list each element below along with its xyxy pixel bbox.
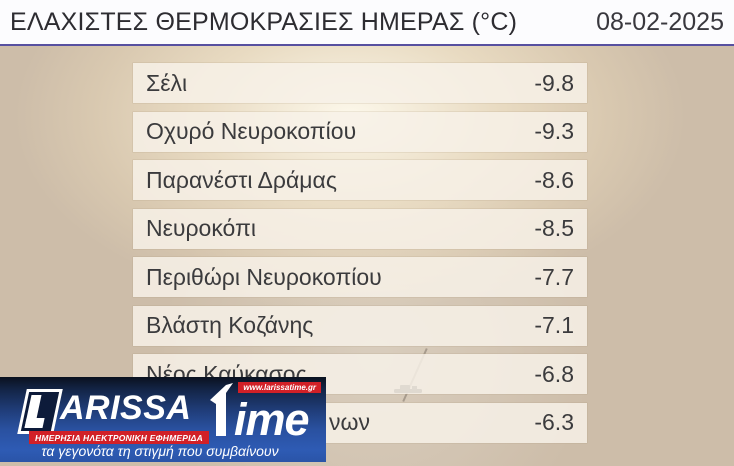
station-name: Βλάστη Κοζάνης	[146, 312, 314, 338]
station-name: Οχυρό Νευροκοπίου	[146, 118, 357, 144]
temperature-value: -8.5	[534, 215, 574, 241]
logo-tagline: τα γεγονότα τη στιγμή που συμβαίνουν	[41, 443, 279, 459]
table-row: Οχυρό Νευροκοπίου -9.3	[133, 111, 587, 152]
table-row: Σέλι -9.8	[133, 63, 587, 103]
logo-subtitle: ΗΜΕΡΗΣΙΑ ΗΛΕΚΤΡΟΝΙΚΗ ΕΦΗΜΕΡΙΔΑ	[29, 431, 209, 444]
website-badge: www.larissatime.gr	[238, 382, 321, 393]
station-name-fragment: νων	[329, 409, 370, 435]
temperature-value: -6.3	[534, 409, 574, 435]
table-row: Βλάστη Κοζάνης -7.1	[133, 305, 587, 346]
brand-time-tail: ime	[234, 393, 310, 445]
header-bar: ΕΛΑΧΙΣΤΕΣ ΘΕΡΜΟΚΡΑΣΙΕΣ ΗΜΕΡΑΣ (°C) 08-02…	[0, 0, 734, 44]
temperature-value: -9.3	[534, 118, 574, 144]
table-row: Νευροκόπι -8.5	[133, 208, 587, 249]
table-row: Περιθώρι Νευροκοπίου -7.7	[133, 257, 587, 297]
header-divider	[0, 44, 734, 46]
station-name: Περιθώρι Νευροκοπίου	[146, 263, 382, 290]
larissatime-logo: ARISSA ime www.larissatime.gr ΗΜΕΡΗΣΙΑ Η…	[0, 377, 326, 462]
date-label: 08-02-2025	[596, 7, 724, 36]
temperature-value: -6.8	[534, 360, 574, 387]
temperature-value: -7.7	[534, 263, 574, 290]
brand-time: ime	[209, 383, 310, 445]
temperature-value: -7.1	[534, 312, 574, 338]
time-t-icon	[210, 383, 233, 436]
station-name: Νευροκόπι	[146, 215, 256, 241]
table-row: Νέος Καύκασος -6.8	[133, 354, 587, 394]
station-name: Σέλι	[146, 69, 188, 96]
larissa-l-logo-icon	[17, 389, 63, 434]
station-name: Παρανέστι Δράμας	[146, 166, 337, 193]
temperature-value: -8.6	[534, 166, 574, 193]
page-title: ΕΛΑΧΙΣΤΕΣ ΘΕΡΜΟΚΡΑΣΙΕΣ ΗΜΕΡΑΣ (°C)	[10, 7, 518, 36]
table-row: Παρανέστι Δράμας -8.6	[133, 160, 587, 200]
brand-name: ARISSA	[60, 389, 192, 427]
temperature-value: -9.8	[534, 69, 574, 96]
